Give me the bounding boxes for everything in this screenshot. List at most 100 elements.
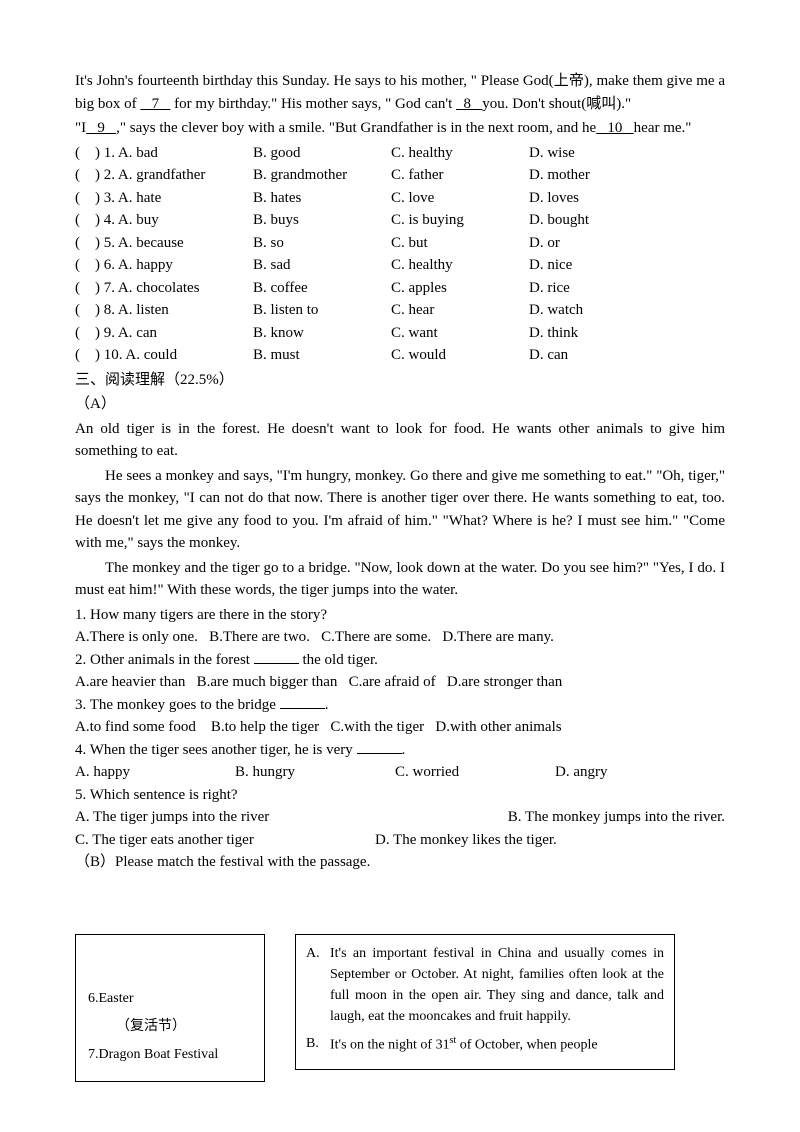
festival-list-box: 6.Easter （复活节） 7.Dragon Boat Festival — [75, 934, 265, 1082]
option-b: B. must — [253, 344, 391, 367]
option-d: D. watch — [529, 299, 667, 322]
option-d: D. mother — [529, 164, 667, 187]
part-a-label: （A） — [75, 393, 725, 416]
option-b: B. buys — [253, 209, 391, 232]
option-c: C. love — [391, 187, 529, 210]
question-4: 4. When the tiger sees another tiger, he… — [75, 739, 725, 762]
blank-10: 10 — [596, 120, 634, 136]
option-b: B. listen to — [253, 299, 391, 322]
option-b: B. good — [253, 142, 391, 165]
part-b-label: （B）Please match the festival with the pa… — [75, 851, 725, 874]
option-c: C. want — [391, 322, 529, 345]
cloze-passage-1: It's John's fourteenth birthday this Sun… — [75, 70, 725, 115]
passage-a: A. It's an important festival in China a… — [306, 943, 664, 1027]
passage-a-text: It's an important festival in China and … — [330, 943, 664, 1027]
text: 3. The monkey goes to the bridge — [75, 697, 280, 713]
multiple-choice-list: ( ) 1. A. badB. goodC. healthyD. wise( )… — [75, 142, 725, 367]
text: It's on the night of 31 — [330, 1037, 450, 1052]
option-c: C. healthy — [391, 254, 529, 277]
text: ," says the clever boy with a smile. "Bu… — [116, 120, 596, 136]
mc-row-3: ( ) 3. A. hateB. hatesC. loveD. loves — [75, 187, 725, 210]
blank — [254, 663, 299, 664]
mc-stem: ( ) 3. A. hate — [75, 187, 253, 210]
option-b: B. hates — [253, 187, 391, 210]
question-3-options: A.to find some food B.to help the tiger … — [75, 716, 725, 739]
option-d: D. wise — [529, 142, 667, 165]
mc-stem: ( ) 10. A. could — [75, 344, 253, 367]
text: the old tiger. — [299, 652, 378, 668]
option-c: C. hear — [391, 299, 529, 322]
mc-stem: ( ) 1. A. bad — [75, 142, 253, 165]
option-c: C. father — [391, 164, 529, 187]
reading-a-p2: He sees a monkey and says, "I'm hungry, … — [75, 465, 725, 555]
question-5-row1: A. The tiger jumps into the river B. The… — [75, 806, 725, 829]
option-d: D. nice — [529, 254, 667, 277]
mc-row-7: ( ) 7. A. chocolatesB. coffeeC. applesD.… — [75, 277, 725, 300]
option-d: D. can — [529, 344, 667, 367]
text: for my birthday." His mother says, " God… — [170, 96, 456, 112]
text: . — [402, 742, 406, 758]
text: you. Don't shout(喊叫)." — [482, 96, 631, 112]
question-4-options: A. happy B. hungry C. worried D. angry — [75, 761, 725, 784]
blank-9: 9 — [86, 120, 116, 136]
option-c: C. would — [391, 344, 529, 367]
letter-a: A. — [306, 943, 330, 1027]
question-1: 1. How many tigers are there in the stor… — [75, 604, 725, 627]
text: "I — [75, 120, 86, 136]
mc-stem: ( ) 7. A. chocolates — [75, 277, 253, 300]
reading-a-p3: The monkey and the tiger go to a bridge.… — [75, 557, 725, 602]
blank-7: 7 — [140, 96, 170, 112]
mc-row-10: ( ) 10. A. couldB. mustC. wouldD. can — [75, 344, 725, 367]
question-5: 5. Which sentence is right? — [75, 784, 725, 807]
festival-6-cn: （复活节） — [88, 1013, 252, 1041]
option-c: C. The tiger eats another tiger — [75, 829, 375, 852]
mc-row-6: ( ) 6. A. happyB. sadC. healthyD. nice — [75, 254, 725, 277]
blank — [280, 708, 325, 709]
option-b: B. know — [253, 322, 391, 345]
option-b: B. so — [253, 232, 391, 255]
option-d: D. rice — [529, 277, 667, 300]
option-c: C. but — [391, 232, 529, 255]
mc-stem: ( ) 6. A. happy — [75, 254, 253, 277]
option-d: D. The monkey likes the tiger. — [375, 829, 557, 852]
text: of October, when people — [456, 1037, 597, 1052]
passage-b: B. It's on the night of 31st of October,… — [306, 1033, 664, 1056]
option-c: C. worried — [395, 761, 555, 784]
mc-stem: ( ) 2. A. grandfather — [75, 164, 253, 187]
reading-a-p1: An old tiger is in the forest. He doesn'… — [75, 418, 725, 463]
question-3: 3. The monkey goes to the bridge . — [75, 694, 725, 717]
question-1-options: A.There is only one. B.There are two. C.… — [75, 626, 725, 649]
option-d: D. bought — [529, 209, 667, 232]
mc-row-9: ( ) 9. A. canB. knowC. wantD. think — [75, 322, 725, 345]
option-a: A. The tiger jumps into the river — [75, 806, 269, 829]
mc-row-5: ( ) 5. A. becauseB. soC. butD. or — [75, 232, 725, 255]
text: . — [325, 697, 329, 713]
option-b: B. sad — [253, 254, 391, 277]
question-5-row2: C. The tiger eats another tiger D. The m… — [75, 829, 725, 852]
mc-stem: ( ) 5. A. because — [75, 232, 253, 255]
option-b: B. hungry — [235, 761, 395, 784]
passage-b-text: It's on the night of 31st of October, wh… — [330, 1033, 664, 1056]
text: 2. Other animals in the forest — [75, 652, 254, 668]
question-2-options: A.are heavier than B.are much bigger tha… — [75, 671, 725, 694]
letter-b: B. — [306, 1033, 330, 1056]
text: 4. When the tiger sees another tiger, he… — [75, 742, 357, 758]
passage-list-box: A. It's an important festival in China a… — [295, 934, 675, 1071]
mc-stem: ( ) 9. A. can — [75, 322, 253, 345]
option-c: C. is buying — [391, 209, 529, 232]
option-c: C. healthy — [391, 142, 529, 165]
mc-row-1: ( ) 1. A. badB. goodC. healthyD. wise — [75, 142, 725, 165]
section-3-title: 三、阅读理解（22.5%） — [75, 369, 725, 392]
mc-row-4: ( ) 4. A. buyB. buysC. is buyingD. bough… — [75, 209, 725, 232]
option-b: B. The monkey jumps into the river. — [508, 806, 725, 829]
question-2: 2. Other animals in the forest the old t… — [75, 649, 725, 672]
mc-row-8: ( ) 8. A. listenB. listen toC. hearD. wa… — [75, 299, 725, 322]
option-d: D. loves — [529, 187, 667, 210]
option-a: A. happy — [75, 761, 235, 784]
cloze-passage-2: "I 9 ," says the clever boy with a smile… — [75, 117, 725, 140]
option-d: D. think — [529, 322, 667, 345]
option-d: D. or — [529, 232, 667, 255]
festival-7: 7.Dragon Boat Festival — [88, 1041, 252, 1069]
mc-row-2: ( ) 2. A. grandfatherB. grandmotherC. fa… — [75, 164, 725, 187]
festival-6: 6.Easter — [88, 985, 252, 1013]
